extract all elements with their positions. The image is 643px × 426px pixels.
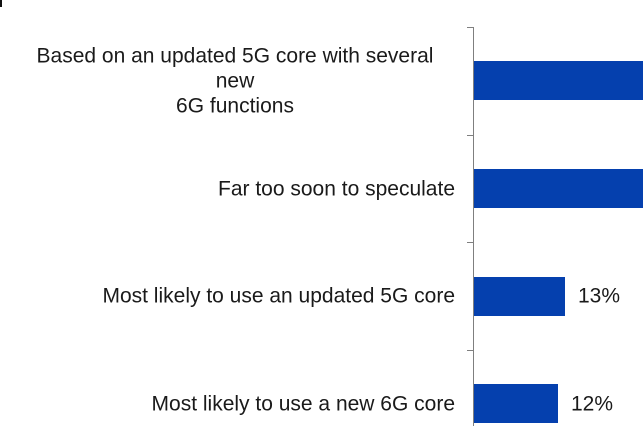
category-label-wrap: Based on an updated 5G core with several… xyxy=(0,43,455,118)
category-label: Far too soon to speculate xyxy=(218,177,455,200)
category-axis-line xyxy=(473,27,474,426)
bar xyxy=(474,384,558,423)
category-label: Based on an updated 5G core with several… xyxy=(36,44,434,118)
crop-artifact-mark xyxy=(0,0,2,7)
category-label: Most likely to use a new 6G core xyxy=(151,392,455,416)
category-label-wrap: Far too soon to speculate xyxy=(0,176,455,201)
bar xyxy=(474,169,643,208)
axis-tick xyxy=(467,27,473,28)
category-label-wrap: Most likely to use an updated 5G core xyxy=(0,284,455,309)
axis-tick xyxy=(467,242,473,243)
value-label: 12% xyxy=(571,392,614,416)
axis-tick xyxy=(467,135,473,136)
axis-tick xyxy=(467,350,473,351)
value-label: 13% xyxy=(578,284,621,308)
bar xyxy=(474,277,565,316)
category-label: Most likely to use an updated 5G core xyxy=(102,284,455,308)
category-label-wrap: Most likely to use a new 6G core xyxy=(0,391,455,416)
bar xyxy=(474,61,643,100)
